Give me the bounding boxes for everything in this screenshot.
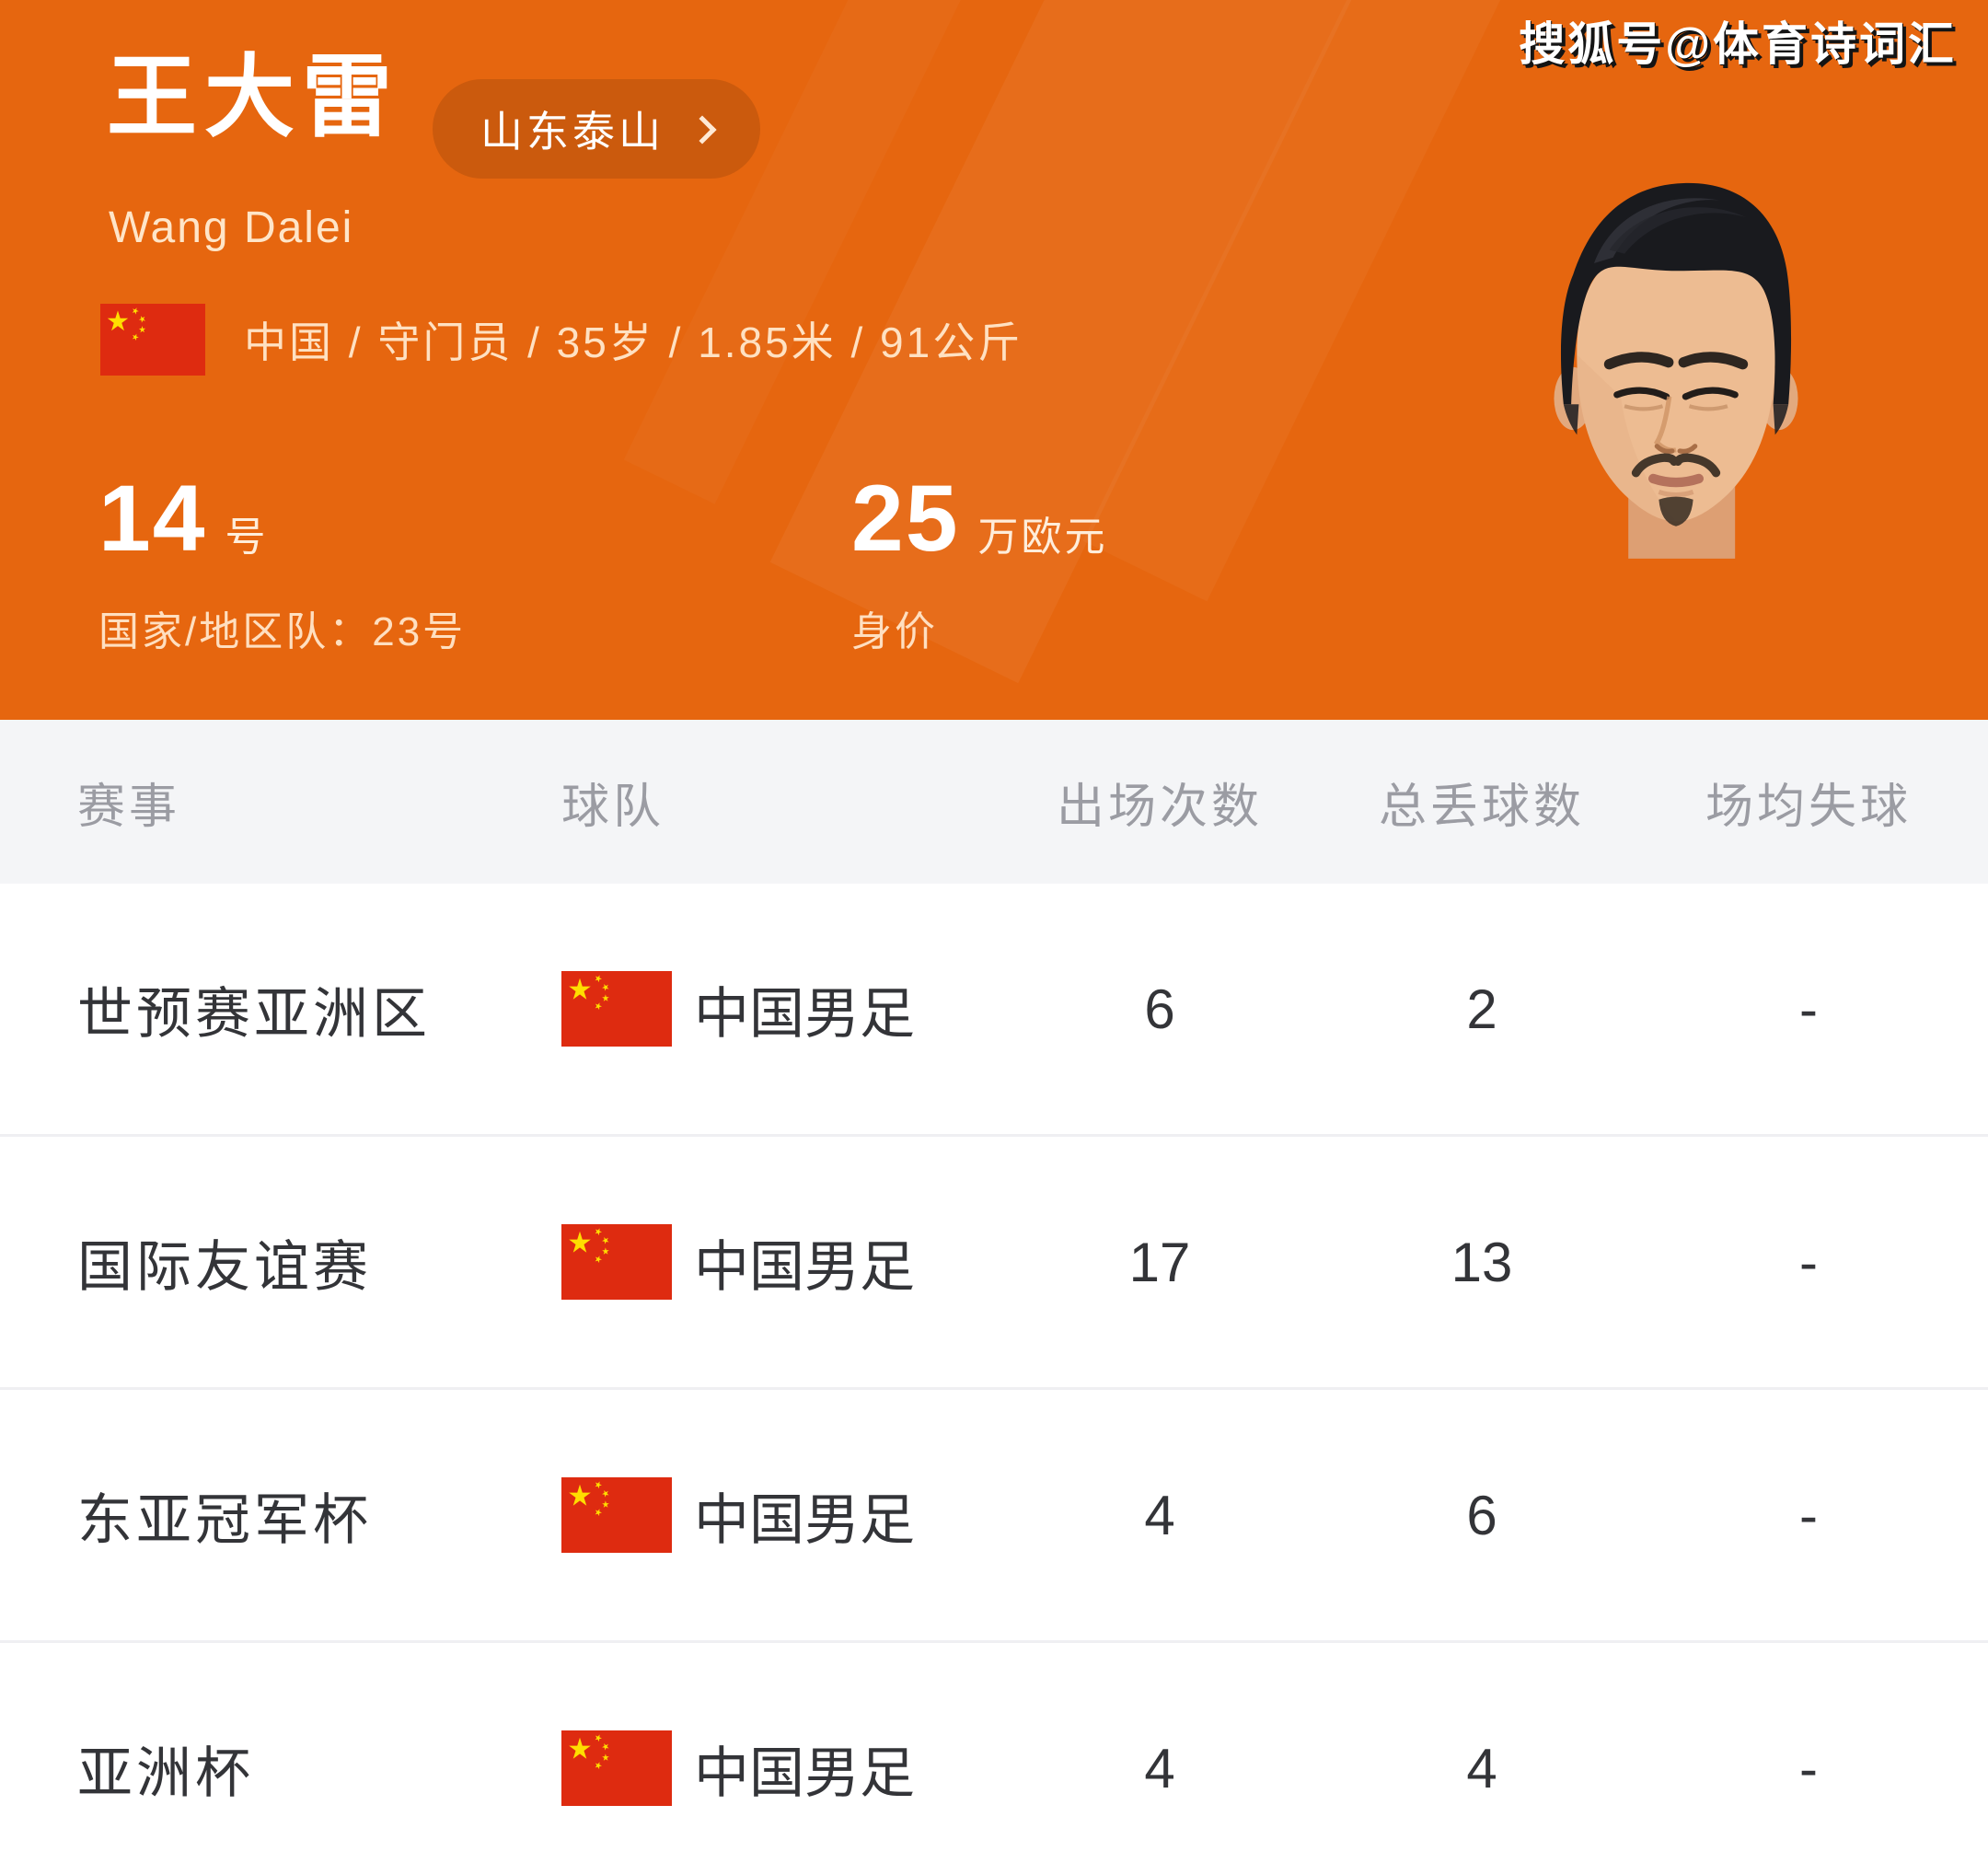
team-name: 中国男足 bbox=[694, 1488, 915, 1551]
appearances-value: 4 bbox=[1144, 1737, 1175, 1799]
column-header-team: 球队 bbox=[561, 780, 665, 834]
table-row: 国际友谊赛 中国男足 17 13 - bbox=[0, 1137, 1988, 1390]
competition-name: 国际友谊赛 bbox=[77, 1235, 372, 1298]
conceded-per-game-value: - bbox=[1799, 978, 1818, 1040]
conceded-per-game-value: - bbox=[1799, 1484, 1818, 1546]
goals-conceded-value: 6 bbox=[1466, 1484, 1497, 1546]
china-flag-icon bbox=[100, 304, 205, 376]
stats-table-body: 世预赛亚洲区 中国男足 6 2 - 国际友谊赛 中国男足 17 13 - 东亚冠… bbox=[0, 884, 1988, 1863]
team-cell: 中国男足 bbox=[561, 969, 1003, 1049]
china-flag-icon bbox=[561, 1730, 672, 1806]
shirt-number-value: 14 bbox=[98, 466, 207, 571]
china-flag-icon bbox=[561, 971, 672, 1047]
market-value-label: 身价 bbox=[851, 609, 938, 655]
watermark-text: 搜狐号@体育诗词汇 bbox=[1519, 18, 1957, 70]
goals-conceded-value: 2 bbox=[1466, 978, 1497, 1040]
competition-name: 世预赛亚洲区 bbox=[77, 982, 431, 1045]
club-button[interactable]: 山东泰山 bbox=[433, 79, 760, 179]
market-value-number: 25 bbox=[851, 466, 960, 571]
shirt-number-stat: 14 号 国家/地区队：23号 bbox=[98, 466, 466, 657]
player-info-row: 中国 / 守门员 / 35岁 / 1.85米 / 91公斤 bbox=[100, 304, 1023, 376]
column-header-competition: 赛事 bbox=[77, 780, 181, 834]
player-name-chinese: 王大雷 bbox=[107, 46, 400, 147]
table-row: 世预赛亚洲区 中国男足 6 2 - bbox=[0, 884, 1988, 1137]
conceded-per-game-value: - bbox=[1799, 1231, 1818, 1293]
national-team-number-label: 国家/地区队：23号 bbox=[98, 609, 467, 655]
goals-conceded-value: 13 bbox=[1451, 1231, 1513, 1293]
player-photo bbox=[1554, 182, 1798, 559]
team-name: 中国男足 bbox=[694, 982, 915, 1045]
china-flag-icon bbox=[561, 1224, 672, 1300]
column-header-conceded-per-game: 场均失球 bbox=[1705, 780, 1912, 834]
team-cell: 中国男足 bbox=[561, 1475, 1003, 1556]
team-name: 中国男足 bbox=[694, 1742, 915, 1804]
goals-conceded-value: 4 bbox=[1466, 1737, 1497, 1799]
shirt-number-unit: 号 bbox=[225, 515, 269, 560]
column-header-goals-conceded: 总丢球数 bbox=[1378, 780, 1585, 834]
player-info-line: 中国 / 守门员 / 35岁 / 1.85米 / 91公斤 bbox=[244, 318, 1023, 366]
stats-table-header: 赛事 球队 出场次数 总丢球数 场均失球 bbox=[0, 720, 1988, 884]
appearances-value: 17 bbox=[1128, 1231, 1191, 1293]
appearances-value: 6 bbox=[1144, 978, 1175, 1040]
chevron-right-icon bbox=[688, 115, 717, 145]
player-hero-header: 搜狐号@体育诗词汇 王大雷 山东泰山 Wang Dalei 中国 / 守门员 /… bbox=[0, 0, 1988, 720]
column-header-appearances: 出场次数 bbox=[1056, 780, 1263, 834]
china-flag-icon bbox=[561, 1477, 672, 1553]
club-button-label: 山东泰山 bbox=[480, 108, 665, 156]
table-row: 亚洲杯 中国男足 4 4 - bbox=[0, 1643, 1988, 1863]
conceded-per-game-value: - bbox=[1799, 1737, 1818, 1799]
competition-name: 东亚冠军杯 bbox=[77, 1488, 372, 1551]
competition-name: 亚洲杯 bbox=[77, 1742, 254, 1804]
player-name-english: Wang Dalei bbox=[109, 203, 354, 252]
table-row: 东亚冠军杯 中国男足 4 6 - bbox=[0, 1390, 1988, 1643]
market-value-stat: 25 万欧元 身价 bbox=[851, 466, 1107, 657]
appearances-value: 4 bbox=[1144, 1484, 1175, 1546]
team-cell: 中国男足 bbox=[561, 1222, 1003, 1302]
team-cell: 中国男足 bbox=[561, 1729, 1003, 1809]
team-name: 中国男足 bbox=[694, 1235, 915, 1298]
market-value-unit: 万欧元 bbox=[977, 515, 1108, 560]
